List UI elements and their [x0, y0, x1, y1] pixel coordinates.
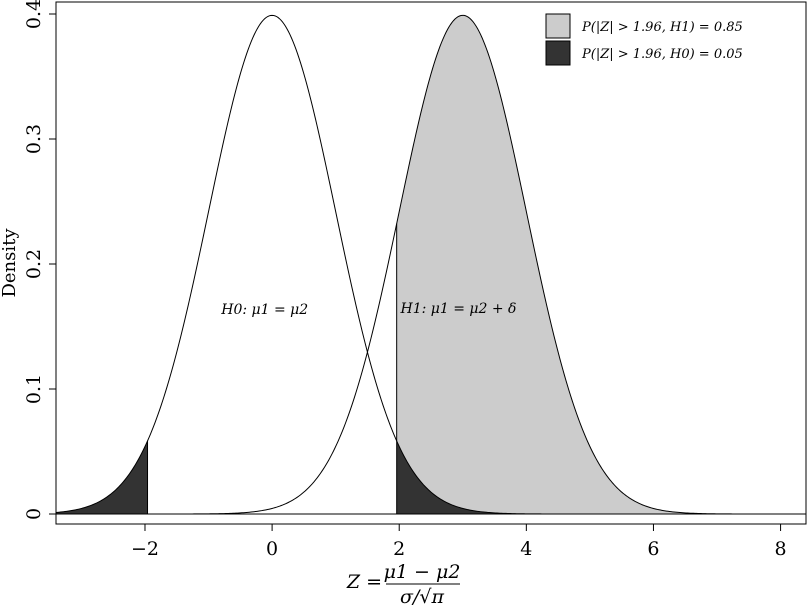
annotations: H0: μ1 = μ2 H1: μ1 = μ2 + δ	[220, 301, 516, 318]
x-axis-label-lhs: Z =	[346, 571, 382, 593]
x-axis-label-denominator: σ/√π	[400, 586, 444, 608]
legend-label-0: P(|Z| > 1.96, H1) = 0.85	[581, 20, 743, 35]
x-tick-label: 2	[393, 538, 405, 560]
y-tick-label: 0	[23, 508, 45, 520]
axes: −2 0 2 4 6 8 0 0.1 0.2 0.3 0.4	[23, 0, 787, 560]
legend-swatch-0	[545, 13, 571, 39]
x-axis-label: Z = μ1 − μ2 σ/√π	[346, 561, 461, 608]
shaded-region-0	[396, 15, 806, 514]
x-tick-label: 6	[647, 538, 659, 560]
x-tick-label: 0	[266, 538, 278, 560]
legend-swatch-1	[545, 40, 571, 66]
shaded-region-2	[396, 440, 806, 514]
y-tick-label: 0.3	[23, 124, 45, 154]
legend-label-1: P(|Z| > 1.96, H0) = 0.05	[581, 47, 743, 62]
y-tick-label: 0.2	[23, 249, 45, 279]
x-tick-label: 4	[520, 538, 532, 560]
annotation-1: H1: μ1 = μ2 + δ	[399, 301, 516, 317]
plot-frame	[55, 1, 807, 525]
x-tick-label: 8	[775, 538, 787, 560]
y-tick-label: 0.4	[23, 0, 45, 29]
legend: P(|Z| > 1.96, H1) = 0.85 P(|Z| > 1.96, H0…	[545, 13, 743, 66]
y-tick-label: 0.1	[23, 374, 45, 404]
annotation-0: H0: μ1 = μ2	[220, 302, 308, 318]
plot-area	[55, 14, 806, 515]
y-axis-label: Density	[0, 228, 20, 298]
x-axis-label-numerator: μ1 − μ2	[384, 561, 461, 583]
x-tick-label: −2	[131, 538, 159, 560]
shaded-region-1	[56, 440, 148, 514]
